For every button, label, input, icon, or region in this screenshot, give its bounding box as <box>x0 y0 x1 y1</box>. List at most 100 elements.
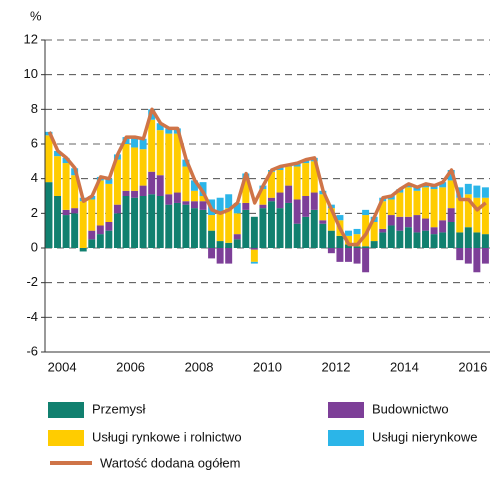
bar-segment <box>327 208 335 231</box>
x-tick-label: 2004 <box>48 359 77 374</box>
bar-segment <box>345 230 352 236</box>
bar-segment <box>396 216 404 231</box>
bar-segment <box>413 232 421 248</box>
bar-segment <box>456 197 464 233</box>
bar-segment <box>439 187 447 221</box>
bar-segment <box>473 248 481 273</box>
bar-segment <box>105 183 113 222</box>
bar-segment <box>293 199 301 224</box>
legend-label: Budownictwo <box>372 401 449 416</box>
bar-segment <box>276 170 284 193</box>
bar-segment <box>233 213 241 235</box>
bar-segment <box>456 232 464 248</box>
bar-segment <box>225 194 233 209</box>
legend-label: Wartość dodana ogółem <box>100 455 240 470</box>
bar-segment <box>481 248 489 264</box>
bar-segment <box>45 135 53 183</box>
bar-segment <box>268 171 275 198</box>
y-tick-label: -4 <box>26 309 38 324</box>
bar-segment <box>165 194 173 205</box>
bar-segment <box>139 185 147 196</box>
bar-segment <box>345 244 352 248</box>
bar-segment <box>387 225 395 248</box>
bar-segment <box>302 196 310 217</box>
bar-segment <box>336 235 344 248</box>
legend-swatch <box>328 430 364 446</box>
bar-segment <box>285 166 293 186</box>
bar-segment <box>139 149 147 186</box>
bar-segment <box>481 234 489 248</box>
bar-segment <box>216 197 224 214</box>
bar-segment <box>268 201 275 248</box>
bar-segment <box>379 232 387 248</box>
y-tick-label: 4 <box>31 170 38 185</box>
bar-segment <box>54 196 62 248</box>
bar-segment <box>156 123 164 131</box>
bar-segment <box>182 166 190 202</box>
x-tick-label: 2006 <box>116 359 145 374</box>
bar-segment <box>336 215 344 221</box>
bar-segment <box>165 133 173 195</box>
bar-segment <box>327 230 335 248</box>
bar-segment <box>302 163 310 196</box>
bar-segment <box>79 201 87 248</box>
bar-segment <box>131 197 139 248</box>
bar-segment <box>404 216 412 228</box>
bar-segment <box>259 208 267 248</box>
bar-segment <box>379 228 387 233</box>
bar-segment <box>182 204 190 248</box>
y-axis-label: % <box>30 8 42 23</box>
bar-segment <box>404 187 412 217</box>
bar-segment <box>387 215 395 226</box>
bar-segment <box>250 249 258 262</box>
bar-segment <box>148 171 156 195</box>
bar-segment <box>233 239 241 248</box>
bar-segment <box>473 232 481 248</box>
bar-segment <box>481 187 489 198</box>
bar-segment <box>216 241 224 248</box>
bar-segment <box>225 208 233 243</box>
bar-segment <box>113 204 121 214</box>
bar-segment <box>447 208 455 222</box>
bar-segment <box>319 220 327 224</box>
bar-segment <box>473 185 481 198</box>
legend-label: Przemysł <box>92 401 146 416</box>
bar-segment <box>422 230 429 248</box>
x-tick-label: 2010 <box>253 359 282 374</box>
bar-segment <box>62 215 70 248</box>
bar-segment <box>370 241 378 248</box>
bar-segment <box>422 187 429 219</box>
bar-segment <box>190 180 198 191</box>
bar-segment <box>225 248 233 264</box>
x-tick-label: 2014 <box>390 359 419 374</box>
y-tick-label: 8 <box>31 101 38 116</box>
bar-segment <box>96 234 104 248</box>
bar-segment <box>79 248 87 252</box>
bar-segment <box>430 227 438 235</box>
bar-segment <box>447 222 455 248</box>
bar-segment <box>173 133 181 193</box>
bar-segment <box>208 248 216 259</box>
legend-swatch <box>48 402 84 418</box>
bar-segment <box>225 242 233 248</box>
bar-segment <box>88 239 96 248</box>
bar-segment <box>208 230 216 248</box>
bar-segment <box>268 197 275 202</box>
bar-segment <box>105 230 113 248</box>
bar-segment <box>276 192 284 209</box>
bar-segment <box>233 202 241 214</box>
bar-segment <box>190 201 198 209</box>
bar-segment <box>182 201 190 205</box>
legend-swatch <box>48 430 84 446</box>
y-tick-label: -6 <box>26 343 38 358</box>
bar-segment <box>387 199 395 216</box>
bar-segment <box>473 197 481 233</box>
bar-segment <box>259 189 267 205</box>
bar-segment <box>302 216 310 248</box>
bar-segment <box>345 235 352 245</box>
bar-segment <box>481 197 489 235</box>
bar-segment <box>113 213 121 248</box>
bar-segment <box>464 248 472 264</box>
bar-segment <box>439 220 447 233</box>
